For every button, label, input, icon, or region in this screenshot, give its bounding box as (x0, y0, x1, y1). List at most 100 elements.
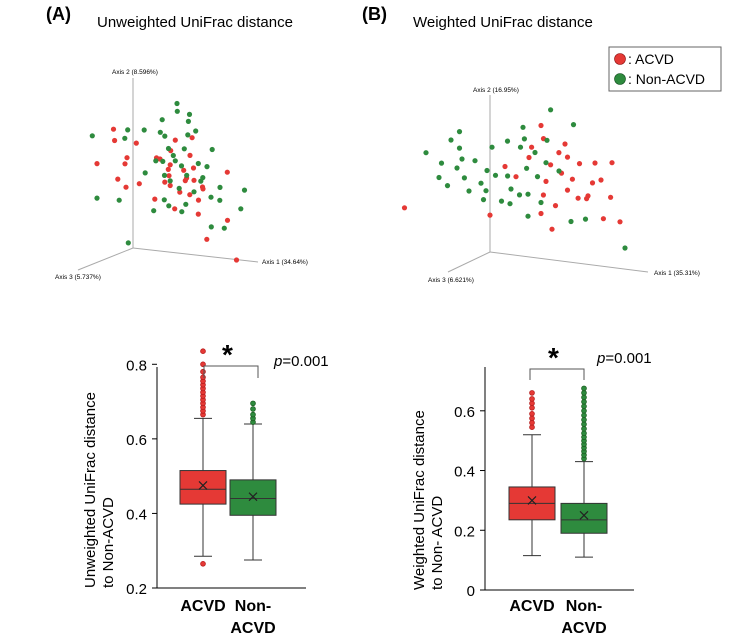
acvd-point (543, 178, 549, 184)
acvd-outlier (200, 348, 206, 355)
acvd-outlier (529, 396, 535, 402)
nonacvd-point (508, 186, 514, 192)
significance-bracket (203, 365, 259, 378)
nonacvd-outlier (581, 390, 587, 396)
legend-acvd-marker (614, 53, 626, 65)
p-value-label: p=0.001 (596, 350, 652, 367)
y-ticks: 0 0.2 0.4 0.6 (454, 404, 485, 600)
nonacvd-point (521, 136, 528, 142)
nonacvd-point (507, 201, 513, 207)
nonacvd-point (198, 178, 204, 184)
y-axis-title: Unweighted UniFrac distance to Non-ACVD (82, 388, 117, 588)
acvd-point (513, 174, 519, 180)
acvd-mean-marker (198, 481, 208, 490)
x-tick-label: Non- (566, 598, 602, 615)
nonacvd-outlier (581, 416, 587, 423)
pcoa-plot-unweighted: Axis 2 (8.596%) Axis 1 (34.64%) Axis 3 (… (55, 69, 308, 281)
acvd-point (538, 122, 544, 129)
boxplot-unweighted: Unweighted UniFrac distance to Non-ACVD … (82, 339, 329, 637)
nonacvd-point (538, 199, 544, 206)
nonacvd-point (191, 189, 197, 195)
acvd-point (600, 216, 607, 222)
acvd-outlier (529, 415, 535, 422)
legend-acvd-label: : ACVD (628, 51, 674, 67)
nonacvd-point (461, 175, 467, 181)
acvd-point (195, 197, 202, 203)
axis1-line (489, 251, 649, 273)
x-tick-labels: ACVD Non- ACVD (509, 598, 606, 637)
panel-a-label: (A) (46, 4, 71, 24)
nonacvd-point (116, 197, 122, 203)
p-symbol: p (596, 350, 605, 367)
nonacvd-point (525, 191, 531, 197)
acvd-point (562, 141, 568, 147)
acvd-point (187, 152, 193, 158)
acvd-point (552, 203, 559, 209)
nonacvd-point (94, 195, 100, 201)
nonacvd-point (170, 152, 176, 159)
acvd-outlier (529, 424, 535, 431)
nonacvd-point (489, 144, 495, 150)
acvd-point (182, 178, 188, 184)
acvd-point (526, 154, 532, 161)
y-axis-title-line2: to Non-ACVD (100, 497, 117, 588)
nonacvd-point (185, 132, 191, 138)
nonacvd-point (184, 172, 190, 178)
nonacvd-point (204, 164, 210, 170)
acvd-outlier (529, 390, 535, 396)
y-ticks: 0.2 0.4 0.6 0.8 (126, 357, 157, 598)
acvd-point (401, 205, 408, 211)
nonacvd-point (160, 158, 166, 164)
axis1-line (132, 247, 259, 263)
significance: * p=0.001 (529, 342, 652, 380)
nonacvd-point (524, 165, 530, 171)
panel-a-title: Unweighted UniFrac distance (97, 14, 293, 31)
y-tick-label: 0.4 (454, 464, 475, 481)
acvd-point (609, 160, 615, 166)
axis2-label: Axis 2 (16.95%) (473, 87, 519, 94)
panel-b-title: Weighted UniFrac distance (413, 14, 593, 31)
nonacvd-point (241, 187, 248, 193)
acvd-point (167, 162, 173, 168)
acvd-point (224, 169, 230, 175)
nonacvd-point (141, 127, 147, 133)
nonacvd-point (532, 149, 538, 156)
legend-nonacvd-label: : Non-ACVD (628, 71, 705, 87)
nonacvd-outlier (581, 425, 587, 432)
nonacvd-outlier (250, 400, 256, 407)
acvd-point (190, 165, 197, 171)
acvd-point (110, 126, 117, 132)
axis1-label: Axis 1 (34.64%) (262, 259, 308, 266)
nonacvd-outlier (581, 385, 587, 392)
acvd-mean-marker (527, 495, 537, 505)
nonacvd-point (480, 197, 487, 203)
nonacvd-point (438, 160, 445, 166)
acvd-point (204, 236, 210, 242)
panel-b-label: (B) (362, 4, 387, 24)
acvd-point (556, 150, 562, 156)
acvd-outlier (200, 368, 206, 375)
axis1-label: Axis 1 (35.31%) (654, 270, 700, 277)
nonacvd-point (543, 160, 549, 166)
y-axis-title-line2: to Non- ACVD (429, 496, 446, 590)
y-tick-label: 0.6 (126, 432, 147, 449)
nonacvd-outlier (581, 412, 587, 419)
p-symbol: p (273, 353, 282, 370)
x-tick-label: ACVD (230, 620, 275, 637)
acvd-point (191, 177, 197, 183)
nonacvd-box (229, 479, 277, 516)
nonacvd-point (423, 150, 429, 156)
nonacvd-outlier (581, 407, 587, 414)
axis3-label: Axis 3 (5.737%) (55, 274, 101, 281)
acvd-point (585, 193, 591, 199)
legend: : ACVD : Non-ACVD (608, 46, 722, 92)
nonacvd-point (122, 135, 128, 141)
nonacvd-point (544, 137, 550, 143)
nonacvd-point (534, 174, 541, 180)
acvd-point (181, 167, 187, 173)
axis3-line (77, 247, 134, 271)
nonacvd-point (195, 160, 201, 167)
nonacvd-point (517, 144, 524, 150)
acvd-point (564, 154, 571, 160)
boxes (179, 348, 277, 567)
